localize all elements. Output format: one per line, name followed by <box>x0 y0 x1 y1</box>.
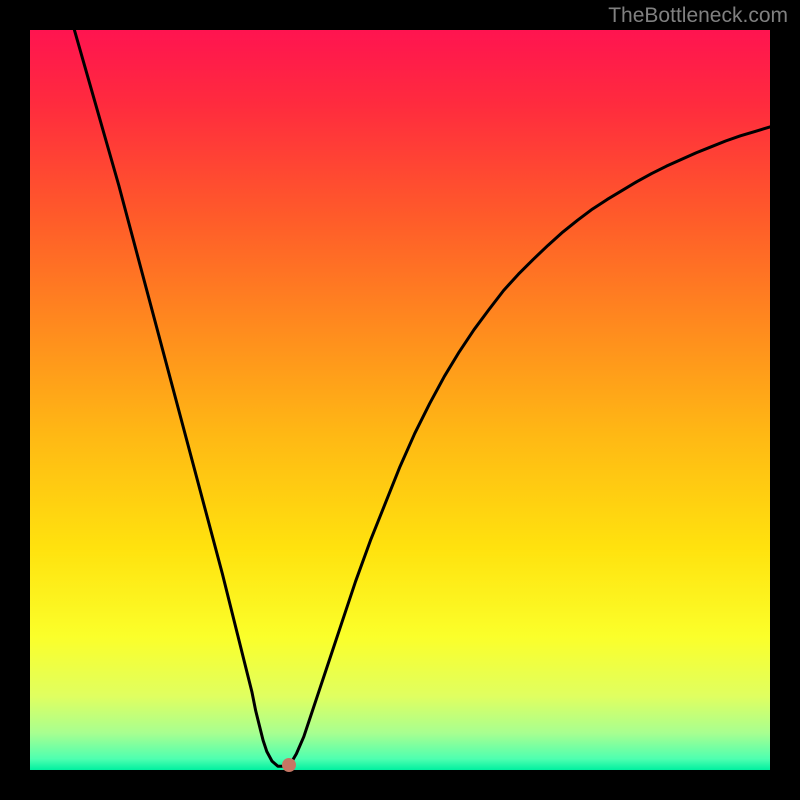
chart-container: TheBottleneck.com <box>0 0 800 800</box>
current-point-marker <box>282 758 296 772</box>
gradient-background <box>30 30 770 770</box>
watermark-label: TheBottleneck.com <box>608 4 788 28</box>
plot-area <box>30 30 770 770</box>
